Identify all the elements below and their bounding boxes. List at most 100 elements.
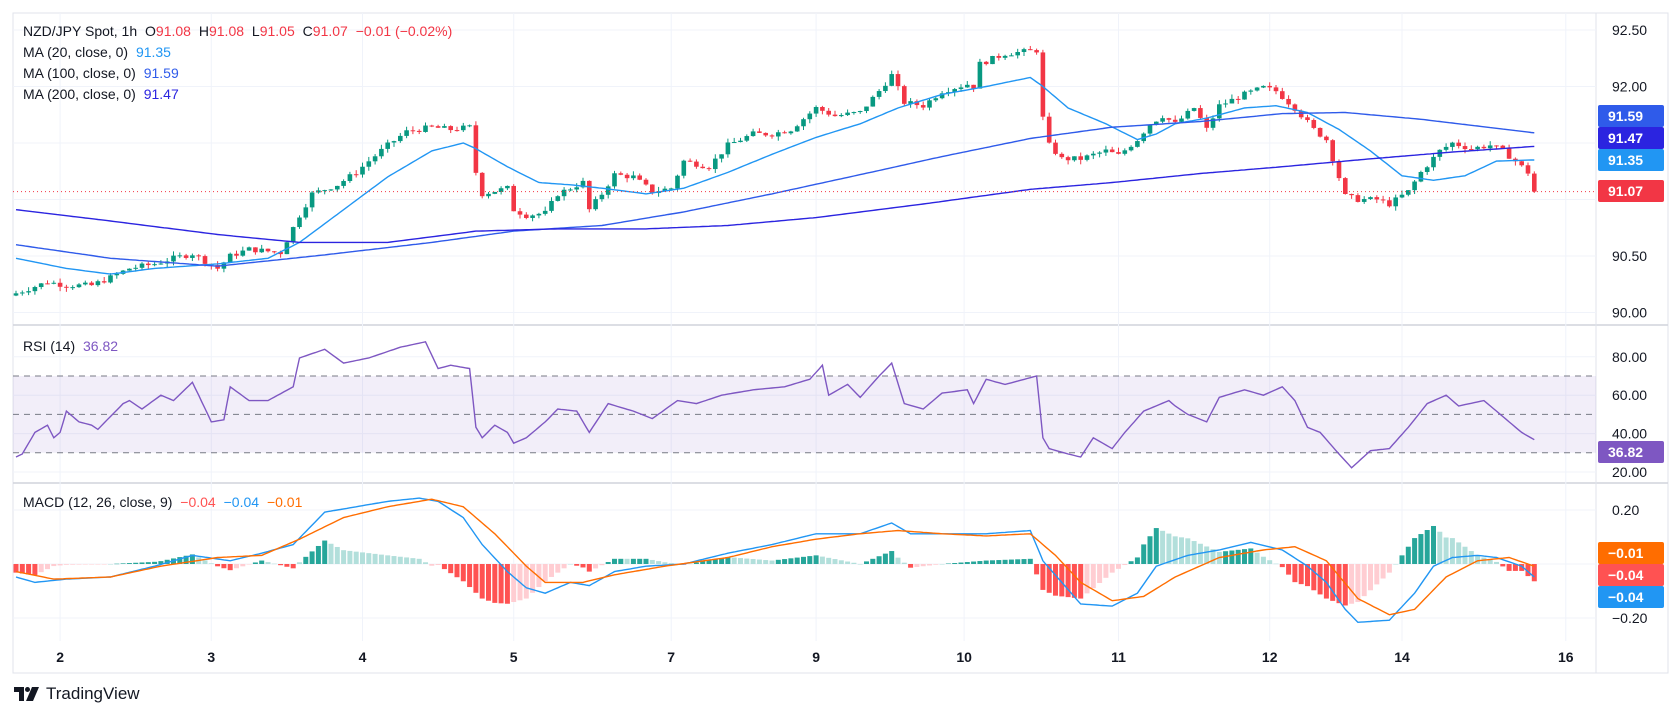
tradingview-logo[interactable]: TradingView [14, 684, 140, 704]
macd-histogram-bar [334, 546, 340, 564]
ma100-line [15, 111, 1535, 267]
candle-body [435, 126, 441, 128]
macd-histogram-bar [416, 558, 422, 564]
macd-histogram-bar [511, 564, 517, 603]
macd-histogram-bar [920, 564, 926, 567]
macd-histogram-bar [1065, 564, 1071, 598]
candle-body [1450, 142, 1455, 147]
candle-body [1191, 108, 1197, 111]
macd-histogram-bar [1374, 564, 1380, 585]
macd-histogram-bar [1160, 530, 1166, 564]
candle-body [309, 192, 315, 208]
candle-body [89, 282, 94, 286]
candle-body [1317, 127, 1323, 137]
macd-histogram-bar [1141, 544, 1147, 564]
macd-histogram-bar [857, 564, 863, 565]
macd-histogram-bar [278, 564, 284, 566]
candle-body [845, 112, 850, 116]
macd-histogram-bar [1128, 561, 1134, 564]
candle-body [391, 141, 397, 143]
candle-body [366, 161, 372, 167]
macd-histogram-bar [372, 553, 378, 564]
candle-body [461, 125, 466, 131]
macd-histogram-bar [108, 564, 113, 565]
candle-body [857, 111, 863, 113]
candle-body [870, 96, 876, 107]
candle-body [1103, 149, 1109, 153]
close-label: C91.07 [303, 23, 348, 39]
candle-body [1462, 146, 1468, 150]
macd-histogram-bar [1286, 564, 1292, 575]
candle-body [1059, 153, 1065, 158]
candle-body [1532, 173, 1537, 192]
macd-histogram-bar [1122, 564, 1128, 566]
candle-body [788, 131, 794, 134]
candle-body [328, 189, 334, 191]
macd-histogram-bar [1525, 564, 1531, 577]
candle-body [1122, 150, 1128, 154]
macd-histogram-bar [1179, 537, 1184, 564]
macd-histogram-bar [1437, 531, 1443, 564]
macd-histogram-bar [643, 558, 649, 564]
macd-histogram-bar [933, 564, 939, 565]
macd-histogram-bar [246, 564, 252, 565]
candle-body [971, 84, 976, 89]
macd-histogram-bar [599, 564, 605, 566]
time-axis-label: 14 [1394, 649, 1410, 665]
macd-histogram-bar [1084, 564, 1090, 594]
macd-histogram-bar [1368, 564, 1373, 591]
candle-body [889, 74, 894, 86]
candle-body [505, 185, 510, 189]
candle-body [933, 98, 939, 101]
candle-body [1273, 87, 1279, 92]
candle-body [1399, 194, 1405, 198]
candle-body [1506, 148, 1512, 159]
macd-histogram-tag: −0.04 [1608, 567, 1644, 583]
candle-body [64, 286, 69, 288]
candle-body [133, 267, 138, 269]
candle-body [763, 132, 768, 136]
candle-body [416, 130, 422, 132]
macd-histogram-bar [1317, 564, 1323, 595]
candle-body [139, 263, 145, 268]
candle-body [410, 130, 416, 132]
macd-histogram-bar [725, 557, 731, 564]
candle-body [1519, 161, 1524, 166]
candle-body [883, 85, 888, 92]
candle-body [1393, 197, 1398, 207]
macd-histogram-bar [1418, 534, 1424, 564]
macd-line [15, 497, 1535, 624]
candle-body [1072, 156, 1077, 161]
macd-histogram-bar [297, 562, 302, 564]
candle-body [958, 87, 964, 90]
macd-histogram-bar [177, 557, 183, 564]
candle-body [631, 175, 636, 179]
ma200-legend[interactable]: MA (200, close, 0) 91.47 [23, 84, 183, 105]
macd-histogram-bar [1500, 564, 1506, 567]
macd-histogram-bar [971, 561, 977, 564]
low-value: 91.05 [259, 23, 295, 39]
macd-histogram-bar [1166, 533, 1172, 564]
macd-histogram-bar [303, 556, 309, 564]
macd-histogram-bar [114, 563, 120, 565]
rsi-legend[interactable]: RSI (14) 36.82 [23, 336, 122, 357]
candle-body [914, 101, 920, 106]
macd-histogram-bar [530, 564, 536, 593]
macd-histogram-bar [13, 564, 19, 573]
macd-histogram-bar [1248, 548, 1254, 564]
macd-histogram-bar [486, 564, 491, 601]
macd-histogram-bar [19, 564, 25, 574]
candle-body [1242, 91, 1247, 100]
macd-histogram-bar [1223, 551, 1229, 564]
ma100-legend[interactable]: MA (100, close, 0) 91.59 [23, 63, 183, 84]
macd-histogram-bar [996, 560, 1002, 564]
macd-histogram-bar [882, 553, 888, 564]
macd-legend[interactable]: MACD (12, 26, close, 9) −0.04 −0.04 −0.0… [23, 492, 306, 513]
candle-body [240, 250, 246, 256]
candle-body [45, 283, 50, 285]
candle-body [1525, 165, 1531, 174]
macd-histogram-bar [712, 559, 718, 564]
candle-body [769, 135, 775, 137]
ma20-legend[interactable]: MA (20, close, 0) 91.35 [23, 42, 175, 63]
